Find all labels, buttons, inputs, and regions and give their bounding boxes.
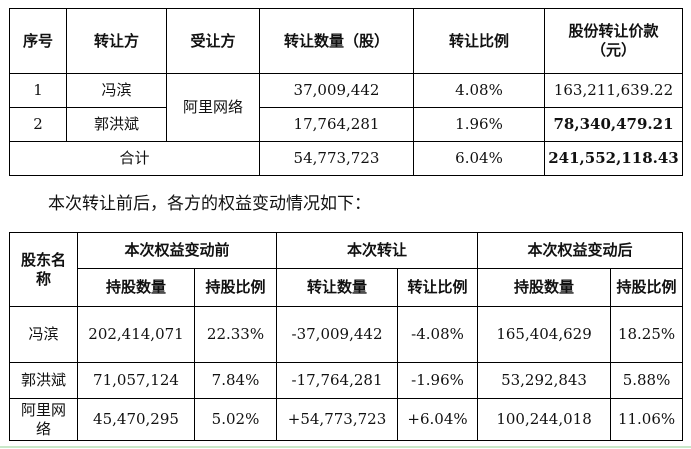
row-before-ratio: 5.02% bbox=[193, 398, 278, 441]
row-transfer-ratio: +6.04% bbox=[397, 398, 479, 441]
header-after: 本次权益变动后 bbox=[477, 232, 684, 269]
header-transfer-shares: 转让数量（股） bbox=[259, 8, 414, 74]
row-transfer-ratio: -1.96% bbox=[397, 362, 479, 399]
summary-sentence: 本次转让前后，各方的权益变动情况如下： bbox=[48, 194, 371, 214]
header-seq: 序号 bbox=[9, 8, 67, 74]
equity-change-table: 股东名称 本次权益变动前 本次转让 本次权益变动后 持股数量 持股比例 转让数量… bbox=[9, 232, 684, 441]
row-shareholder: 郭洪斌 bbox=[9, 362, 78, 399]
row-transfer-qty: -17,764,281 bbox=[276, 362, 399, 399]
row-after-qty: 53,292,843 bbox=[477, 362, 612, 399]
table-row: 1 冯滨 阿里网络 37,009,442 4.08% 163,211,639.2… bbox=[9, 73, 683, 142]
row-seq: 2 bbox=[9, 107, 67, 142]
row-shareholder: 阿里网络 bbox=[9, 398, 78, 441]
table-row: 郭洪斌 71,057,124 7.84% -17,764,281 -1.96% … bbox=[9, 362, 684, 399]
row-transfer-ratio: -4.08% bbox=[397, 306, 479, 363]
header-after-qty: 持股数量 bbox=[477, 268, 612, 307]
bottom-divider bbox=[0, 446, 691, 448]
table-row: 冯滨 202,414,071 22.33% -37,009,442 -4.08%… bbox=[9, 306, 684, 363]
row-price: 78,340,479.21 bbox=[544, 107, 683, 142]
total-ratio: 6.04% bbox=[413, 141, 545, 176]
row-transfer-qty: +54,773,723 bbox=[276, 398, 399, 441]
header-shareholder: 股东名称 bbox=[9, 232, 78, 307]
row-before-qty: 45,470,295 bbox=[77, 398, 195, 441]
row-before-ratio: 7.84% bbox=[193, 362, 278, 399]
row-transfer-qty: -37,009,442 bbox=[276, 306, 399, 363]
row-before-qty: 202,414,071 bbox=[77, 306, 195, 363]
total-shares: 54,773,723 bbox=[259, 141, 414, 176]
row-ratio: 4.08% bbox=[413, 73, 545, 108]
header-transfer-qty: 转让数量 bbox=[276, 268, 399, 307]
header-after-ratio: 持股比例 bbox=[610, 268, 684, 307]
row-transferor: 冯滨 bbox=[66, 73, 167, 108]
row-ratio: 1.96% bbox=[413, 107, 545, 142]
row-transferor: 郭洪斌 bbox=[66, 107, 167, 142]
header-transfer-ratio: 转让比例 bbox=[413, 8, 545, 74]
header-transfer: 本次转让 bbox=[276, 232, 479, 269]
row-shareholder: 冯滨 bbox=[9, 306, 78, 363]
row-after-qty: 165,404,629 bbox=[477, 306, 612, 363]
table-row: 2 郭洪斌 17,764,281 1.96% 78,340,479.21 bbox=[9, 107, 683, 142]
total-label: 合计 bbox=[9, 141, 260, 176]
row-after-ratio: 18.25% bbox=[610, 306, 684, 363]
row-before-ratio: 22.33% bbox=[193, 306, 278, 363]
table-row: 阿里网络 45,470,295 5.02% +54,773,723 +6.04%… bbox=[9, 398, 684, 441]
header-before-qty: 持股数量 bbox=[77, 268, 195, 307]
header-before: 本次权益变动前 bbox=[76, 232, 278, 269]
total-price: 241,552,118.43 bbox=[544, 141, 683, 176]
header-transfer-price: 股份转让价款（元） bbox=[544, 8, 683, 74]
row-price: 163,211,639.22 bbox=[544, 73, 683, 108]
row-after-ratio: 5.88% bbox=[610, 362, 684, 399]
header-before-ratio: 持股比例 bbox=[193, 268, 278, 307]
transfer-table: 序号 转让方 受让方 转让数量（股） 转让比例 股份转让价款（元） 1 冯滨 阿… bbox=[9, 8, 683, 176]
row-seq: 1 bbox=[9, 73, 67, 108]
total-row: 合计 54,773,723 6.04% 241,552,118.43 bbox=[9, 141, 683, 176]
header-transferor: 转让方 bbox=[66, 8, 167, 74]
row-before-qty: 71,057,124 bbox=[77, 362, 195, 399]
row-shares: 17,764,281 bbox=[259, 107, 414, 142]
row-after-ratio: 11.06% bbox=[610, 398, 684, 441]
header-transfer-ratio: 转让比例 bbox=[397, 268, 479, 307]
transferee-name: 阿里网络 bbox=[166, 73, 260, 142]
row-after-qty: 100,244,018 bbox=[477, 398, 612, 441]
row-shares: 37,009,442 bbox=[259, 73, 414, 108]
header-transferee: 受让方 bbox=[166, 8, 260, 74]
